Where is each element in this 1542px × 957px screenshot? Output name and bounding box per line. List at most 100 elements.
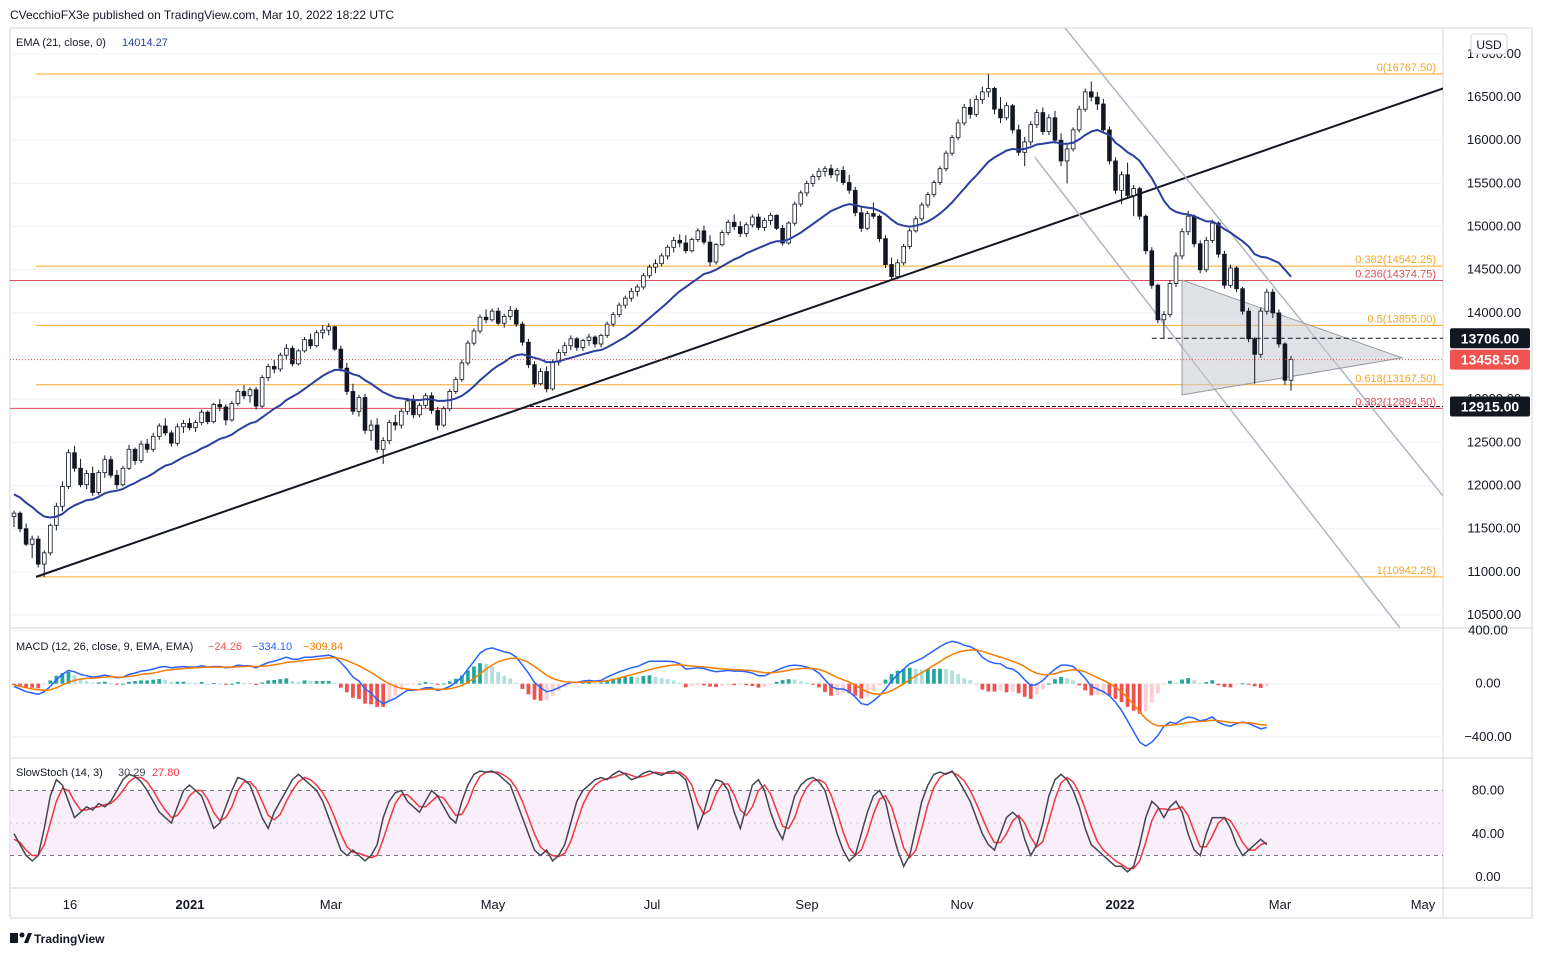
macd-hist-bar xyxy=(338,683,343,688)
macd-hist-bar xyxy=(1077,683,1082,686)
candle xyxy=(1282,342,1288,385)
candle xyxy=(471,328,477,346)
macd-hist-bar xyxy=(1204,682,1209,684)
macd-hist-bar xyxy=(641,676,646,684)
candle xyxy=(653,259,658,274)
candle xyxy=(937,166,943,186)
candle xyxy=(725,219,731,236)
candle xyxy=(562,342,568,357)
macd-hist-bar xyxy=(708,683,712,687)
candle xyxy=(1022,136,1027,167)
candle xyxy=(580,338,586,351)
candle xyxy=(604,321,610,338)
time-tick-label: 16 xyxy=(63,897,77,912)
candle xyxy=(744,222,749,237)
candle xyxy=(538,368,543,386)
price-tick-label: 12500.00 xyxy=(1467,434,1521,449)
candle xyxy=(683,235,689,254)
price-tag-bg xyxy=(1450,328,1530,349)
macd-hist-bar xyxy=(738,683,743,685)
macd-hist-bar xyxy=(459,675,464,684)
macd-legend-label: MACD (12, 26, close, 9, EMA, EMA) xyxy=(16,641,193,653)
candle xyxy=(786,221,791,245)
candle xyxy=(247,387,253,403)
macd-hist-bar xyxy=(187,682,192,684)
candle xyxy=(320,324,325,339)
candle xyxy=(284,343,289,360)
candle xyxy=(477,314,483,334)
stoch-legend-d: 27.80 xyxy=(152,767,180,779)
macd-hist-bar xyxy=(883,679,888,684)
uptrend-line[interactable] xyxy=(35,87,1443,578)
candle xyxy=(102,455,108,478)
macd-hist-bar xyxy=(568,683,573,685)
macd-hist-bar xyxy=(1155,683,1160,694)
macd-hist-bar xyxy=(1010,683,1015,692)
macd-legend-macd: −334.10 xyxy=(252,641,292,653)
macd-hist-bar xyxy=(157,679,162,684)
candle xyxy=(1270,288,1276,319)
macd-hist-bar xyxy=(108,683,113,685)
macd-hist-bar xyxy=(992,683,997,692)
candle xyxy=(11,510,17,527)
candle xyxy=(205,410,210,425)
candle xyxy=(223,404,229,426)
candle xyxy=(974,95,979,117)
currency-button[interactable]: USD xyxy=(1476,38,1502,52)
macd-hist-bar xyxy=(1040,683,1045,690)
macd-hist-bar xyxy=(308,681,313,684)
macd-hist-bar xyxy=(1059,676,1063,684)
candle xyxy=(453,376,459,395)
candle xyxy=(550,359,555,391)
macd-hist-bar xyxy=(726,683,731,685)
macd-hist-bar xyxy=(121,683,125,685)
macd-hist-bar xyxy=(574,683,579,685)
macd-hist-bar xyxy=(230,683,234,685)
candle xyxy=(949,135,955,156)
stoch-legend-label: SlowStoch (14, 3) xyxy=(16,767,103,779)
candle xyxy=(120,465,126,487)
macd-hist-bar xyxy=(302,680,307,684)
candle xyxy=(393,414,398,431)
candle xyxy=(138,440,144,464)
macd-hist-bar xyxy=(260,682,265,684)
trendlines[interactable] xyxy=(35,28,1443,628)
candle xyxy=(647,264,652,279)
candle xyxy=(774,214,779,231)
candle xyxy=(265,363,271,382)
macd-hist-bar xyxy=(732,683,737,686)
macd-hist-bar xyxy=(60,673,65,684)
channel-bottom-line[interactable] xyxy=(1034,157,1401,628)
macd-hist-bar xyxy=(133,681,137,684)
macd-hist-bar xyxy=(520,683,525,690)
currency-button-bg[interactable] xyxy=(1470,33,1508,55)
macd-hist-bar xyxy=(689,683,694,687)
macd-hist-bar xyxy=(968,680,973,684)
macd-hist-bar xyxy=(1119,683,1124,703)
candle xyxy=(635,284,640,297)
macd-hist-bar xyxy=(768,683,773,685)
macd-hist-bar xyxy=(744,683,749,686)
macd-hist-bar xyxy=(447,681,452,684)
macd-hist-bar xyxy=(211,683,216,685)
candle xyxy=(1034,109,1040,129)
macd-hist-bar xyxy=(647,675,652,684)
macd-hist-bar xyxy=(532,683,537,700)
time-tick-label: Sep xyxy=(795,897,818,912)
candle xyxy=(877,214,882,243)
price-tick-label: 12000.00 xyxy=(1467,478,1521,493)
time-tick-label: Jul xyxy=(644,897,661,912)
candle xyxy=(1131,185,1136,217)
horizontal-levels xyxy=(10,337,1443,408)
price-tag: 13458.50 xyxy=(1461,352,1520,368)
candle xyxy=(901,243,906,266)
macd-hist-bar xyxy=(484,663,488,684)
channel-top-line[interactable] xyxy=(1064,28,1443,497)
fib-label: 0.236(14374.75) xyxy=(1355,269,1436,281)
candle xyxy=(986,73,991,98)
macd-hist-bar xyxy=(974,683,979,685)
macd-hist-bar xyxy=(653,676,658,684)
macd-hist-bar xyxy=(163,679,168,684)
candle xyxy=(610,312,616,327)
